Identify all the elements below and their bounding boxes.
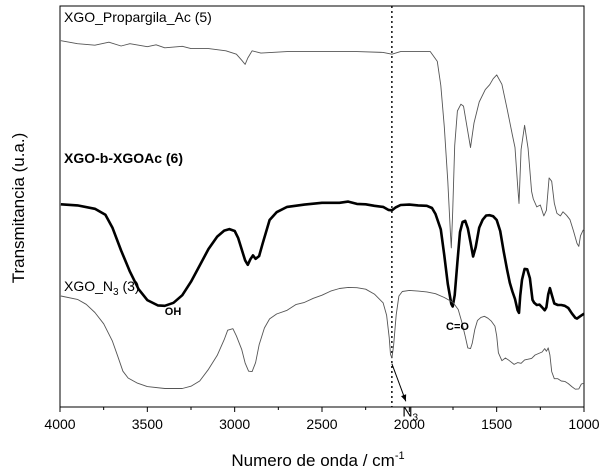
series-line-xgo-n3-3 xyxy=(60,286,585,390)
series-label: XGO-b-XGOAc (6) xyxy=(64,150,183,166)
n3-arrow-head xyxy=(401,394,407,402)
series-label: XGO_N3 (3) xyxy=(64,278,140,298)
series-group xyxy=(60,40,585,390)
series-line-xgo-b-xgoac-6 xyxy=(60,200,585,320)
x-tick-label: 3500 xyxy=(132,416,163,432)
annotation-text: C=O xyxy=(446,321,469,333)
n3-arrow-line xyxy=(391,363,407,402)
annotation-label: C=O xyxy=(446,321,469,333)
y-axis-label: Transmitancia (u.a.) xyxy=(9,133,28,284)
annotation-text: OH xyxy=(165,306,182,318)
series-line-xgo-propargila-ac-5 xyxy=(60,40,585,249)
series-label-text: XGO_N xyxy=(64,278,113,294)
plot-frame xyxy=(59,5,585,408)
x-tick-label: 4000 xyxy=(44,416,75,432)
x-tick-label: 1000 xyxy=(568,416,599,432)
x-tick-label: 2000 xyxy=(394,416,425,432)
series-label-text: XGO-b-XGOAc (6) xyxy=(64,150,183,166)
series-label-suffix: (3) xyxy=(119,278,140,294)
series-label: XGO_Propargila_Ac (5) xyxy=(64,9,212,25)
annotations-group: OH C=O N3 xyxy=(165,306,470,424)
annotation-label: N3 xyxy=(402,403,418,423)
annotation-label: OH xyxy=(165,306,182,318)
x-tick-label: 1500 xyxy=(481,416,512,432)
series-label-text: XGO_Propargila_Ac (5) xyxy=(64,9,212,25)
x-tick-label: 2500 xyxy=(306,416,337,432)
annotation-subscript: 3 xyxy=(412,412,418,423)
x-tick-label: 3000 xyxy=(219,416,250,432)
x-axis-label-text: Numero de onda / cm xyxy=(231,451,394,470)
annotation-text: N xyxy=(402,403,412,419)
x-axis-ticks: 4000 3500 3000 2500 2000 1500 1000 xyxy=(44,407,600,432)
x-axis-label-superscript: -1 xyxy=(395,450,405,462)
series-label-subscript: 3 xyxy=(113,287,119,298)
x-axis-label: Numero de onda / cm-1 xyxy=(231,450,404,470)
series-labels-group: XGO_Propargila_Ac (5) XGO-b-XGOAc (6) XGO_… xyxy=(64,9,212,298)
